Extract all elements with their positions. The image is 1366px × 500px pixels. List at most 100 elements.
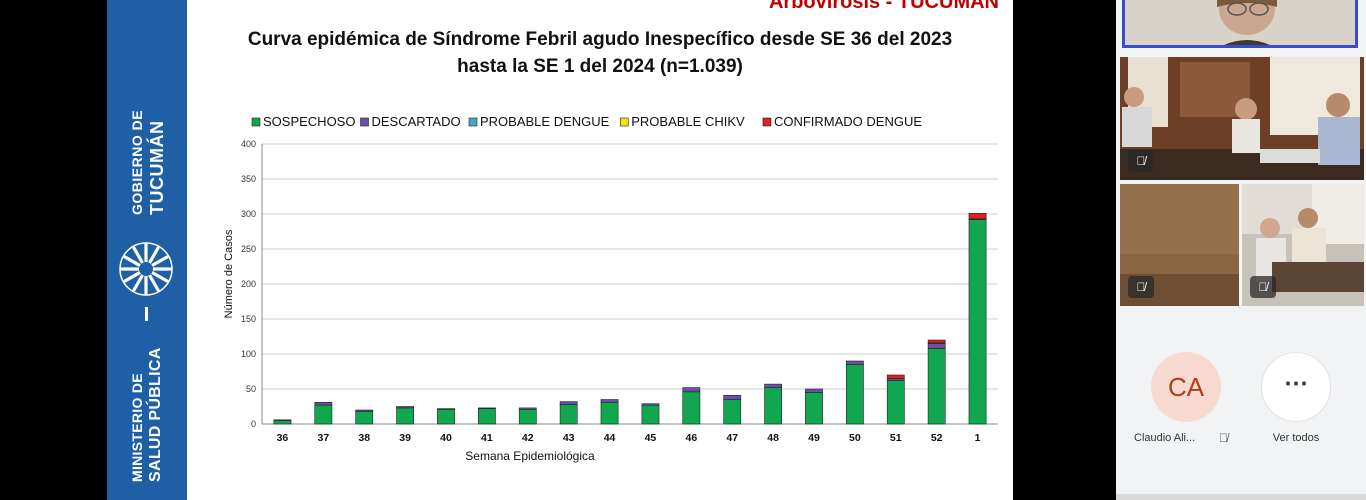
bar-segment — [273, 420, 292, 425]
x-tick-label: 47 — [726, 432, 738, 444]
legend-swatch — [619, 117, 629, 127]
x-tick-label: 50 — [849, 432, 861, 444]
panel-bottom-bar — [1116, 494, 1366, 500]
x-tick-label: 1 — [975, 432, 981, 444]
see-all-button[interactable]: ⋯ — [1261, 352, 1331, 422]
y-tick-label: 300 — [241, 209, 256, 219]
bar-segment — [846, 364, 864, 425]
x-tick-label: 46 — [685, 432, 697, 444]
x-tick-label: 52 — [931, 432, 943, 444]
bar-segment — [559, 401, 578, 405]
bar-segment — [927, 348, 946, 425]
x-tick-label: 37 — [317, 432, 329, 444]
bar-segment — [723, 394, 742, 400]
bar-segment — [314, 404, 333, 425]
bar-segment — [518, 407, 537, 410]
participant-tile-room-2[interactable]: 🎙̸ — [1120, 184, 1239, 306]
bar-segment — [641, 404, 660, 425]
legend-swatch — [251, 117, 261, 127]
bar-segment — [846, 360, 864, 365]
slide-header: Arbovirosis - TUCUMÁN — [768, 0, 999, 13]
bar-segment — [886, 374, 905, 379]
bar-segment — [641, 403, 660, 406]
bar-segment — [600, 401, 619, 425]
slide-footer-text — [227, 492, 967, 498]
mic-off-icon: 🎙̸ — [1128, 150, 1154, 172]
x-tick-label: 43 — [563, 432, 575, 444]
bar-segment — [927, 339, 946, 344]
bar-segment — [764, 383, 782, 388]
participant-tile-room-3[interactable]: 🎙̸ — [1242, 184, 1364, 306]
legend-label: DESCARTADO — [372, 114, 461, 129]
chart-title-line2: hasta la SE 1 del 2024 (n=1.039) — [457, 56, 743, 77]
speaker-video — [1125, 0, 1355, 45]
mic-off-icon: 🎙̸ — [1219, 431, 1228, 445]
chart-title-line1: Curva epidémica de Síndrome Febril agudo… — [247, 29, 953, 50]
y-tick-label: 100 — [241, 349, 256, 359]
logo-divider — [145, 307, 148, 321]
bar-segment — [478, 407, 496, 409]
bar-segment — [600, 399, 619, 403]
legend-label: PROBABLE CHIKV — [631, 114, 745, 129]
sun-burst-logo-icon — [119, 242, 173, 296]
y-tick-label: 350 — [241, 174, 256, 184]
mic-off-icon: 🎙̸ — [1128, 276, 1154, 298]
participant-tile-room-1[interactable]: 🎙̸ — [1120, 57, 1364, 180]
bar-segment — [682, 387, 701, 393]
bar-segment — [968, 213, 987, 220]
x-tick-label: 51 — [890, 432, 902, 444]
bar-segment — [682, 391, 701, 425]
bar-segment — [886, 380, 905, 425]
x-tick-label: 45 — [645, 432, 657, 444]
bar-segment — [273, 419, 292, 421]
participant-name: Claudio Ali... — [1134, 432, 1196, 444]
x-tick-label: 44 — [604, 432, 616, 444]
legend-swatch — [360, 117, 369, 127]
bar-segment — [968, 219, 987, 425]
bar-segment — [478, 408, 496, 425]
x-tick-label: 39 — [399, 432, 411, 444]
room-video — [1120, 57, 1364, 180]
y-tick-label: 150 — [241, 314, 256, 324]
bar-segment — [764, 387, 782, 425]
x-tick-label: 38 — [358, 432, 370, 444]
y-tick-label: 0 — [251, 419, 256, 429]
see-all-label: Ver todos — [1272, 432, 1320, 444]
x-tick-label: 48 — [767, 432, 779, 444]
legend-swatch — [468, 117, 478, 127]
x-tick-label: 49 — [808, 432, 820, 444]
presentation-slide: GOBIERNO DE TUCUMÁN MINISTERIO DE SAL — [107, 0, 1013, 500]
y-axis-label: Número de Casos — [223, 229, 235, 318]
bar-segment — [314, 401, 333, 406]
bar-segment — [355, 411, 374, 425]
bar-segment — [355, 409, 374, 412]
legend-label: CONFIRMADO DENGUE — [774, 114, 922, 129]
x-axis-label: Semana Epidemiológica — [465, 449, 595, 463]
participant-tile-active-speaker[interactable] — [1122, 0, 1358, 48]
bar-segment — [805, 392, 823, 425]
bar-segment — [723, 399, 742, 425]
brand-sidebar: GOBIERNO DE TUCUMÁN MINISTERIO DE SAL — [107, 0, 187, 500]
bar-segment — [396, 406, 414, 409]
x-tick-label: 41 — [481, 432, 493, 444]
bar-segment — [805, 388, 823, 393]
bar-segment — [559, 404, 578, 425]
legend-label: SOSPECHOSO — [263, 114, 355, 129]
bar-segment — [518, 408, 537, 425]
bar-segment — [437, 408, 455, 410]
x-tick-label: 42 — [522, 432, 534, 444]
x-tick-label: 36 — [277, 432, 289, 444]
bar-segment — [927, 343, 946, 349]
y-tick-label: 200 — [241, 279, 256, 289]
bar-segment — [396, 407, 414, 425]
participant-avatar[interactable]: CA — [1151, 352, 1221, 422]
y-tick-label: 400 — [241, 139, 256, 149]
mic-off-icon: 🎙̸ — [1250, 276, 1276, 298]
x-tick-label: 40 — [440, 432, 452, 444]
bar-segment — [437, 408, 455, 425]
y-tick-label: 50 — [246, 384, 256, 394]
legend-swatch — [762, 117, 772, 127]
y-tick-label: 250 — [241, 244, 256, 254]
legend-label: PROBABLE DENGUE — [480, 114, 610, 129]
